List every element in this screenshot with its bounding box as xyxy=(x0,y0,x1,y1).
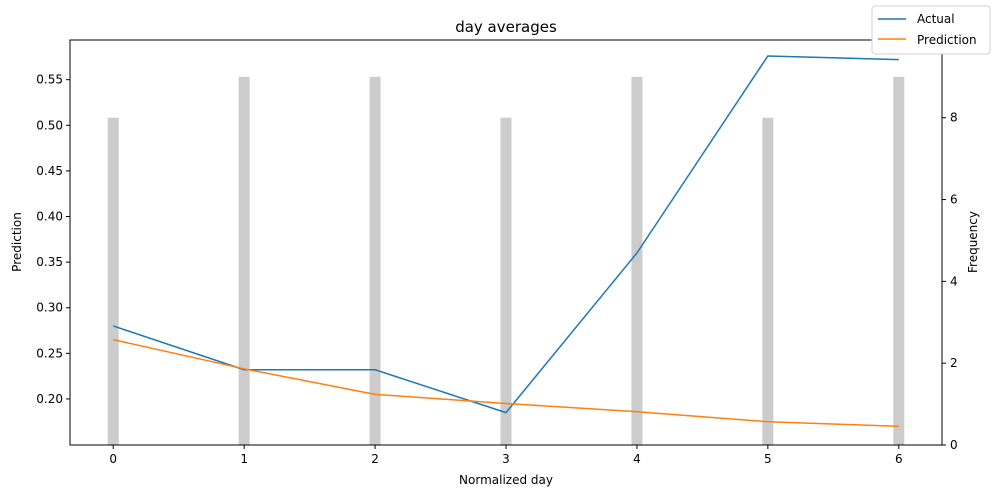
y-tick-label: 0.55 xyxy=(36,73,63,87)
y2-tick-label: 8 xyxy=(950,111,958,125)
x-tick-label: 5 xyxy=(764,452,772,466)
frequency-bar xyxy=(500,117,512,446)
y-tick-label: 0.30 xyxy=(36,301,63,315)
y2-tick-label: 2 xyxy=(950,356,958,370)
x-tick-label: 3 xyxy=(502,452,510,466)
x-tick-label: 2 xyxy=(371,452,379,466)
y2-tick-label: 6 xyxy=(950,193,958,207)
y-tick-label: 0.20 xyxy=(36,392,63,406)
legend: Actual Prediction xyxy=(871,5,991,55)
legend-box xyxy=(871,5,991,55)
y-axis-left: 0.20 0.25 0.30 0.35 0.40 0.45 0.50 0.55 xyxy=(36,73,70,406)
legend-label-prediction: Prediction xyxy=(917,33,977,47)
series-line-actual xyxy=(112,55,899,414)
series-line-prediction xyxy=(113,338,899,428)
chart-title: day averages xyxy=(455,18,557,36)
x-tick-label: 0 xyxy=(109,452,117,466)
y-tick-label: 0.25 xyxy=(36,346,63,360)
x-tick-label: 4 xyxy=(633,452,641,466)
frequency-bar xyxy=(107,117,119,446)
frequency-bars xyxy=(107,76,905,446)
x-axis-label: Normalized day xyxy=(459,473,553,487)
y2-tick-label: 0 xyxy=(950,438,958,452)
frequency-bar xyxy=(762,117,774,446)
x-tick-label: 1 xyxy=(240,452,248,466)
y-axis-right: 0 2 4 6 8 xyxy=(942,111,958,452)
x-tick-label: 6 xyxy=(895,452,903,466)
x-axis: 0 1 2 3 4 5 6 xyxy=(109,445,903,466)
frequency-bar xyxy=(238,76,250,446)
frequency-bar xyxy=(369,76,381,446)
series-lines xyxy=(112,55,899,428)
y-axis-label: Prediction xyxy=(10,212,24,272)
frequency-bar xyxy=(631,76,643,446)
y2-tick-label: 4 xyxy=(950,274,958,288)
y-tick-label: 0.35 xyxy=(36,255,63,269)
y2-axis-label: Frequency xyxy=(966,211,980,273)
y-tick-label: 0.50 xyxy=(36,118,63,132)
legend-label-actual: Actual xyxy=(917,12,955,26)
y-tick-label: 0.40 xyxy=(36,210,63,224)
y-tick-label: 0.45 xyxy=(36,164,63,178)
frequency-bar xyxy=(893,76,905,446)
